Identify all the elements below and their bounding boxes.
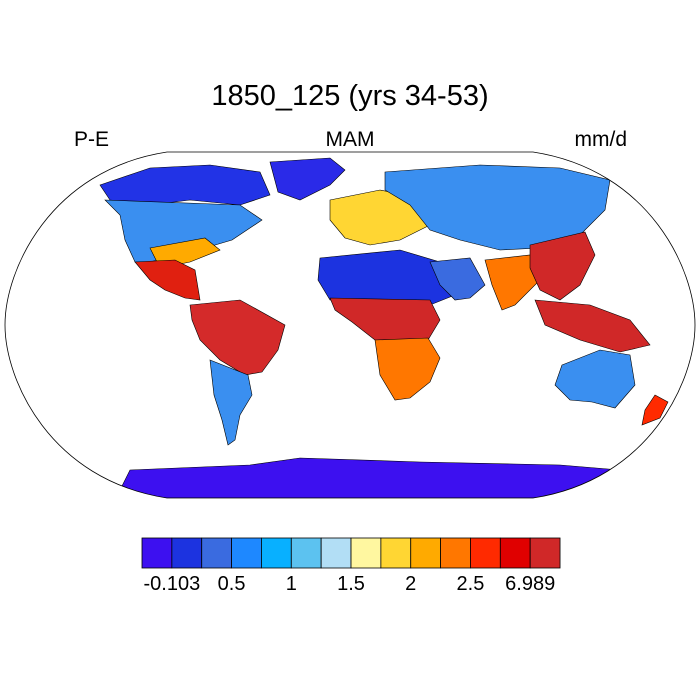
colorbar-swatch bbox=[529, 537, 561, 569]
map-title: 1850_125 (yrs 34-53) bbox=[211, 80, 489, 112]
map-land-layer bbox=[99, 157, 669, 498]
colorbar bbox=[141, 537, 561, 569]
season-label: MAM bbox=[325, 128, 375, 151]
region-antarctica bbox=[119, 457, 651, 498]
colorbar-swatch bbox=[350, 537, 382, 569]
region-greenland bbox=[269, 157, 346, 201]
colorbar-swatch bbox=[320, 537, 352, 569]
colorbar-swatch bbox=[380, 537, 412, 569]
colorbar-swatch bbox=[201, 537, 232, 569]
region-south-america-south bbox=[209, 359, 253, 446]
colorbar-swatch bbox=[141, 537, 173, 569]
region-canada-north bbox=[99, 164, 271, 206]
colorbar-tick-label: -0.103 bbox=[143, 573, 201, 595]
colorbar-swatch bbox=[290, 537, 322, 569]
units-label: mm/d bbox=[574, 128, 628, 151]
region-south-america bbox=[189, 299, 286, 376]
colorbar-swatch bbox=[499, 537, 531, 569]
colorbar-swatch bbox=[470, 537, 501, 569]
variable-label: P-E bbox=[74, 128, 110, 151]
colorbar-swatch bbox=[410, 537, 441, 569]
region-arabia bbox=[429, 257, 486, 301]
region-maritime-continent bbox=[534, 299, 651, 353]
globe-outline bbox=[4, 151, 696, 499]
region-sahara bbox=[317, 249, 456, 306]
region-southern-africa bbox=[374, 337, 441, 401]
region-australia bbox=[554, 349, 636, 409]
colorbar-swatch bbox=[440, 537, 471, 569]
colorbar-swatch bbox=[261, 537, 292, 569]
colorbar-tick-label: 1 bbox=[285, 573, 297, 595]
colorbar-tick-label: 2.5 bbox=[456, 573, 485, 595]
region-new-zealand bbox=[641, 394, 669, 426]
colorbar-swatch bbox=[231, 537, 262, 569]
colorbar-tick-label: 2 bbox=[405, 573, 417, 595]
region-central-america bbox=[134, 259, 201, 301]
colorbar-tick-label: 0.5 bbox=[217, 573, 246, 595]
colorbar-tick-label: 6.989 bbox=[505, 573, 556, 595]
colorbar-tick-label: 1.5 bbox=[337, 573, 365, 595]
region-southeast-asia bbox=[529, 231, 596, 301]
colorbar-swatch bbox=[171, 537, 203, 569]
